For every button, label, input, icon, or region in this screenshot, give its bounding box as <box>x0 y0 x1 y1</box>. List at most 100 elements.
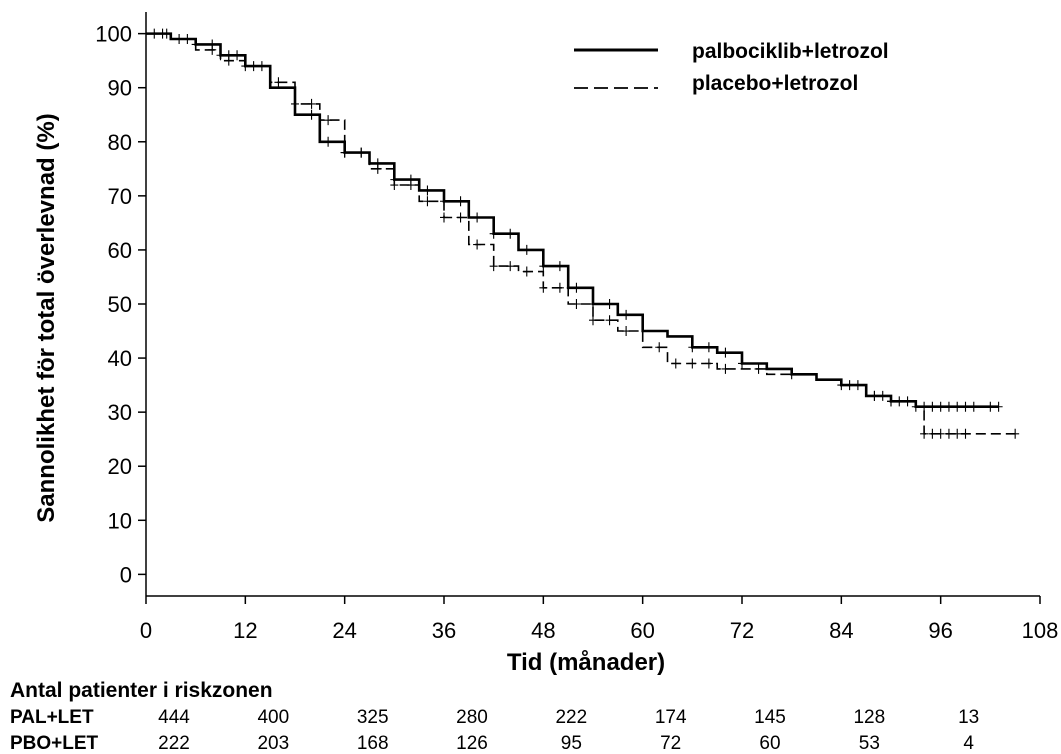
censor-mark <box>845 380 854 391</box>
censor-mark <box>224 55 233 66</box>
x-tick-label: 36 <box>432 618 456 643</box>
x-tick-label: 0 <box>140 618 152 643</box>
censor-mark <box>456 212 465 223</box>
x-ticks: 0 12 24 36 48 60 72 84 96 108 <box>140 596 1058 643</box>
x-tick-label: 72 <box>730 618 754 643</box>
censor-mark <box>324 136 333 147</box>
risk-count: 222 <box>555 707 587 728</box>
risk-table-title: Antal patienter i riskzonen <box>10 679 273 702</box>
risk-count: 168 <box>357 733 389 754</box>
y-axis-title: Sannolikhet för total överlevnad (%) <box>33 113 60 522</box>
censor-mark <box>688 358 697 369</box>
censor-mark <box>961 401 970 412</box>
censor-mark <box>944 428 953 439</box>
censor-mark <box>208 44 217 55</box>
censor-mark <box>944 401 953 412</box>
censor-mark <box>539 261 548 272</box>
censor-mark <box>928 401 937 412</box>
censor-mark <box>622 326 631 337</box>
y-tick-label: 80 <box>108 130 132 155</box>
censor-mark <box>738 358 746 369</box>
censor-mark <box>1011 428 1020 439</box>
censor-mark <box>406 180 415 191</box>
censor-mark <box>961 428 970 439</box>
y-ticks: 0 10 20 30 40 50 60 70 80 90 100 <box>95 22 146 587</box>
censor-mark <box>274 77 283 88</box>
risk-count: 60 <box>759 733 780 754</box>
censor-mark <box>605 299 614 309</box>
risk-count: 174 <box>655 707 687 728</box>
y-tick-label: 10 <box>108 508 132 533</box>
risk-table: Antal patienter i riskzonen PAL+LET PBO+… <box>10 679 979 754</box>
censor-mark <box>473 212 482 223</box>
censor-mark <box>307 109 316 120</box>
risk-count: 126 <box>456 733 488 754</box>
y-tick-label: 40 <box>108 346 132 371</box>
censor-mark <box>307 98 316 109</box>
risk-count: 13 <box>958 707 979 728</box>
censor-mark <box>340 147 349 158</box>
censor-mark <box>522 266 531 277</box>
censor-mark <box>936 428 945 439</box>
x-tick-label: 48 <box>531 618 555 643</box>
censor-mark <box>920 428 929 439</box>
series-layer <box>146 28 1020 439</box>
censor-mark <box>506 261 515 272</box>
risk-count: 203 <box>257 733 289 754</box>
risk-count: 280 <box>456 707 488 728</box>
censor-mark <box>456 196 465 207</box>
censor-mark <box>953 401 962 412</box>
y-tick-label: 60 <box>108 238 132 263</box>
legend-label-palbociklib: palbociklib+letrozol <box>692 40 889 63</box>
censor-mark <box>787 369 796 380</box>
censor-mark <box>390 180 399 191</box>
risk-counts: 4444003252802221741451281302222031681269… <box>158 707 979 754</box>
censor-mark <box>887 396 895 407</box>
risk-count: 95 <box>561 733 582 754</box>
censor-mark <box>994 401 1003 412</box>
censor-mark <box>440 212 448 223</box>
censor-mark <box>622 309 631 320</box>
censor-mark <box>555 261 564 272</box>
censor-mark <box>233 50 242 61</box>
censor-mark <box>473 239 482 250</box>
risk-count: 145 <box>754 707 786 728</box>
censor-mark <box>953 428 962 439</box>
x-tick-label: 84 <box>829 618 853 643</box>
series-line-placebo <box>146 32 1016 435</box>
y-tick-label: 50 <box>108 292 132 317</box>
risk-count: 444 <box>158 707 190 728</box>
y-tick-label: 70 <box>108 184 132 209</box>
censor-mark <box>936 401 945 412</box>
x-tick-label: 108 <box>1022 618 1059 643</box>
risk-row-label-pal: PAL+LET <box>10 707 94 728</box>
censor-mark <box>423 196 432 207</box>
censor-mark <box>257 61 266 72</box>
censor-mark <box>589 315 597 326</box>
risk-count: 72 <box>660 733 681 754</box>
censor-mark <box>688 342 697 353</box>
censor-mark <box>969 401 978 412</box>
risk-count: 400 <box>257 707 289 728</box>
censor-mark <box>754 363 763 374</box>
censor-mark <box>704 358 713 369</box>
x-axis-title: Tid (månader) <box>507 649 665 676</box>
y-tick-label: 90 <box>108 76 132 101</box>
censor-mark <box>555 282 564 293</box>
censor-mark <box>489 261 498 272</box>
censor-mark <box>423 185 432 196</box>
y-tick-label: 0 <box>120 562 132 587</box>
censor-mark <box>671 358 680 369</box>
censor-mark <box>158 28 167 39</box>
legend: palbociklib+letrozol placebo+letrozol <box>574 40 889 95</box>
y-tick-label: 20 <box>108 454 132 479</box>
censor-mark <box>870 390 879 401</box>
censor-mark <box>655 342 664 353</box>
censor-mark <box>522 244 531 255</box>
censor-mark <box>183 34 192 45</box>
risk-count: 4 <box>963 733 974 754</box>
censor-mark <box>721 347 730 358</box>
risk-count: 53 <box>859 733 880 754</box>
risk-count: 222 <box>158 733 190 754</box>
